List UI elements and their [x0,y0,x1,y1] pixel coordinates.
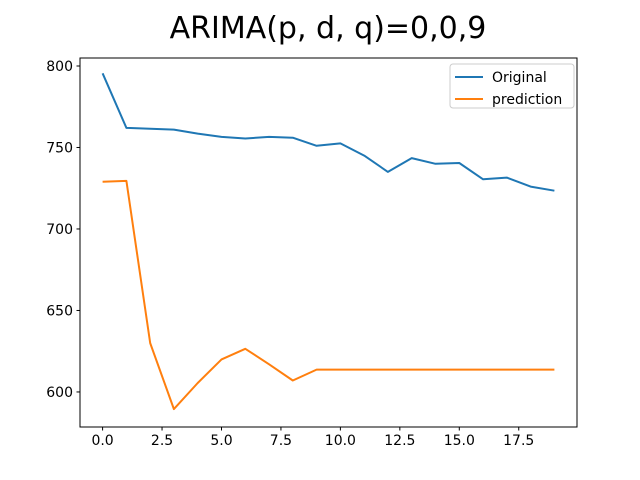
prediction-line [102,179,555,411]
legend-label-original: Original [492,70,547,86]
x-axis: 0.0 2.5 5.0 7.5 10.0 12.5 15.0 17.5 [91,427,534,449]
y-tick-label: 650 [46,303,73,319]
y-axis: 600 650 700 750 800 [46,59,80,401]
plot-area [79,57,578,428]
series-lines [101,72,555,411]
x-tick-label: 10.0 [325,433,356,449]
x-tick-label: 15.0 [444,433,475,449]
chart-title: ARIMA(p, d, q)=0,0,9 [170,11,487,46]
legend-frame [449,63,575,109]
legend: Original prediction [449,63,575,109]
original-line [101,72,555,192]
y-tick-label: 700 [46,222,73,238]
x-tick-label: 5.0 [210,433,232,449]
x-tick-label: 0.0 [91,433,113,449]
y-tick-label: 600 [46,385,73,401]
x-tick-label: 17.5 [503,433,534,449]
legend-label-prediction: prediction [492,92,562,108]
y-tick-label: 750 [46,140,73,156]
x-tick-label: 7.5 [270,433,292,449]
y-tick-label: 800 [46,59,73,75]
x-tick-label: 12.5 [384,433,415,449]
x-tick-label: 2.5 [151,433,173,449]
